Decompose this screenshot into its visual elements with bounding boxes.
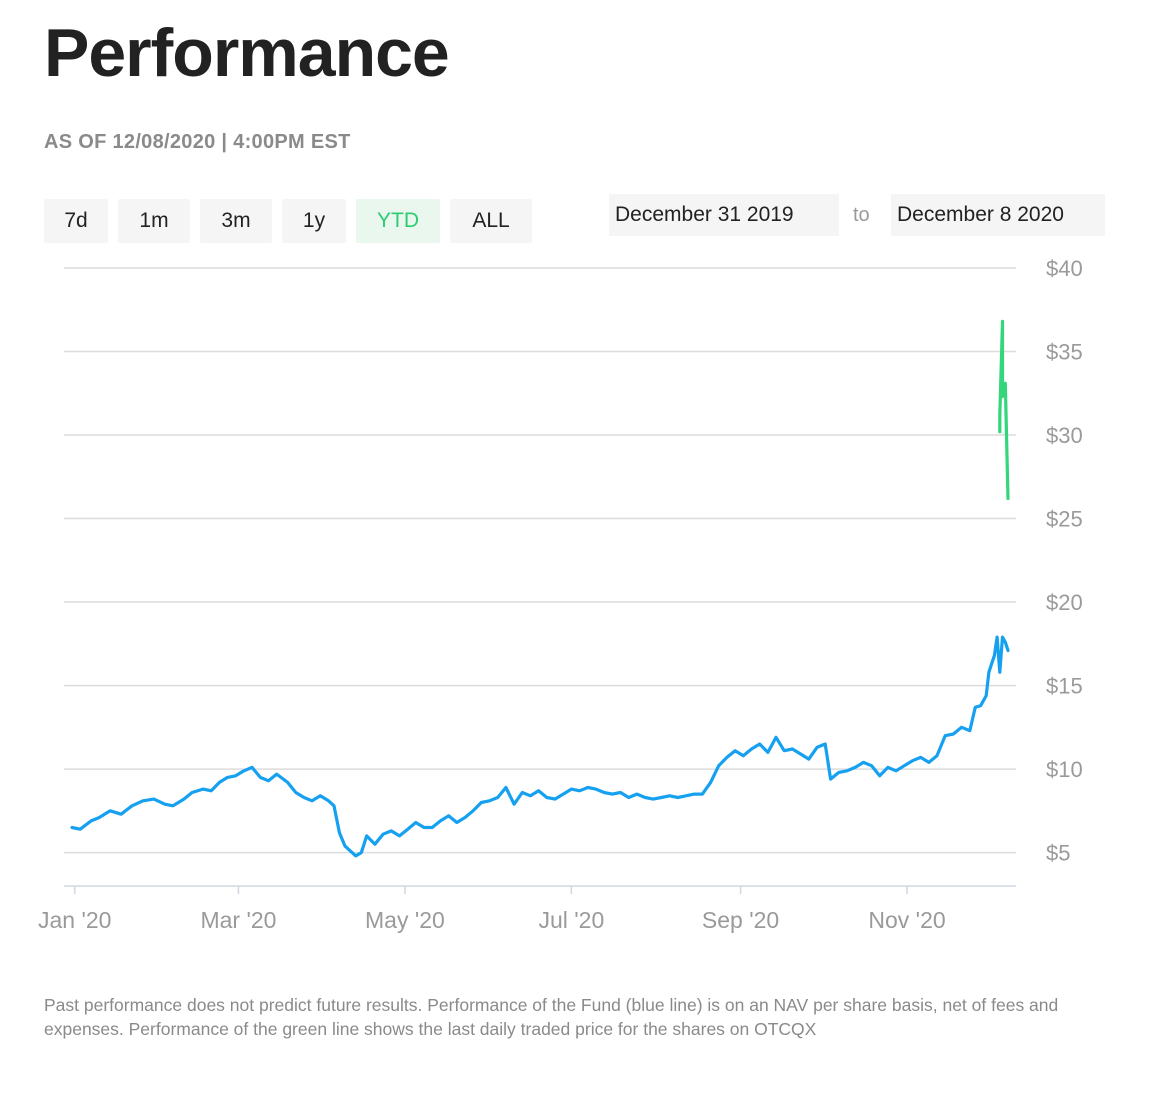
x-tick-label: Mar '20 (200, 907, 276, 933)
range-7d-button[interactable]: 7d (44, 199, 108, 243)
range-1m-button[interactable]: 1m (118, 199, 190, 243)
disclaimer-text: Past performance does not predict future… (44, 995, 1059, 1039)
x-tick-label: Nov '20 (868, 907, 945, 933)
y-tick-label: $25 (1046, 507, 1083, 532)
series-layer (70, 319, 1010, 858)
nav-series-line (70, 635, 1010, 858)
range-3m-button[interactable]: 3m (200, 199, 272, 243)
range-ytd-button[interactable]: YTD (356, 199, 440, 243)
range-1y-button[interactable]: 1y (282, 199, 346, 243)
x-tick-label: Jan '20 (38, 907, 111, 933)
page-title: Performance (44, 15, 450, 91)
start-date-field[interactable]: December 31 2019 (609, 194, 839, 236)
y-tick-label: $20 (1046, 590, 1083, 615)
x-tick-label: May '20 (365, 907, 445, 933)
y-tick-label: $5 (1046, 841, 1070, 866)
grid-layer (64, 267, 1016, 854)
date-range-separator: to (853, 204, 870, 226)
x-tick-label: Jul '20 (538, 907, 604, 933)
end-date-field[interactable]: December 8 2020 (891, 194, 1105, 236)
performance-chart: Jan '20 Mar '20 May '20 Jul '20 Sep '20 Nov '… (38, 256, 1083, 933)
as-of-timestamp: AS OF 12/08/2020 | 4:00PM EST (44, 131, 351, 153)
range-all-button[interactable]: ALL (450, 199, 532, 243)
y-tick-label: $30 (1046, 423, 1083, 448)
x-tick-label: Sep '20 (702, 907, 779, 933)
y-tick-label: $15 (1046, 674, 1083, 699)
x-axis: Jan '20 Mar '20 May '20 Jul '20 Sep '20 Nov '… (38, 885, 1016, 933)
y-axis: $5 $10 $15 $20 $25 $30 $35 $40 (1046, 256, 1083, 866)
y-tick-label: $10 (1046, 757, 1083, 782)
y-tick-label: $40 (1046, 256, 1083, 281)
price-series-line (998, 319, 1010, 501)
y-tick-label: $35 (1046, 340, 1083, 365)
